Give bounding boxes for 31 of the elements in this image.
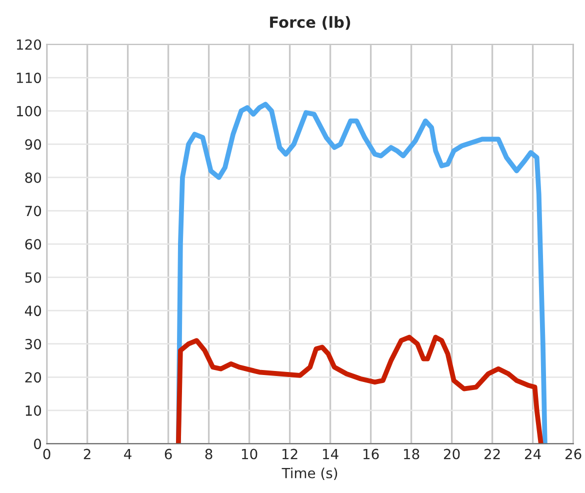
line-series bbox=[176, 334, 544, 444]
y-tick-label: 110 bbox=[16, 72, 42, 84]
x-tick-label: 14 bbox=[322, 448, 338, 460]
x-tick-label: 10 bbox=[242, 448, 258, 460]
x-tick-label: 0 bbox=[43, 448, 50, 460]
y-tick-label: 80 bbox=[25, 172, 42, 183]
x-tick-label: 12 bbox=[282, 448, 298, 460]
y-tick-label: 50 bbox=[25, 272, 42, 283]
y-tick-label: 20 bbox=[25, 372, 42, 383]
y-tick-label: 70 bbox=[25, 206, 42, 216]
x-tick-label: 24 bbox=[524, 448, 541, 460]
x-tick-label: 2 bbox=[84, 448, 90, 460]
x-tick-label: 26 bbox=[565, 448, 582, 460]
x-tick-label: 20 bbox=[444, 448, 460, 460]
y-tick-label: 100 bbox=[16, 106, 42, 116]
x-tick-label: 6 bbox=[164, 448, 172, 460]
x-axis-title: Time (s) bbox=[282, 468, 338, 480]
y-tick-label: 0 bbox=[34, 438, 42, 450]
chart-title: Force (lb) bbox=[270, 16, 350, 30]
x-tick-label: 8 bbox=[205, 448, 212, 460]
x-tick-label: 16 bbox=[363, 448, 379, 460]
y-tick-label: 30 bbox=[25, 338, 42, 350]
y-tick-label: 120 bbox=[16, 39, 42, 50]
x-tick-label: 22 bbox=[484, 448, 500, 460]
y-tick-label: 60 bbox=[25, 239, 42, 250]
y-tick-label: 40 bbox=[24, 306, 42, 316]
line-series bbox=[176, 102, 548, 444]
y-tick-label: 10 bbox=[26, 405, 42, 416]
x-tick-label: 4 bbox=[124, 448, 132, 460]
x-tick-label: 18 bbox=[404, 448, 420, 460]
y-tick-label: 90 bbox=[25, 139, 42, 150]
